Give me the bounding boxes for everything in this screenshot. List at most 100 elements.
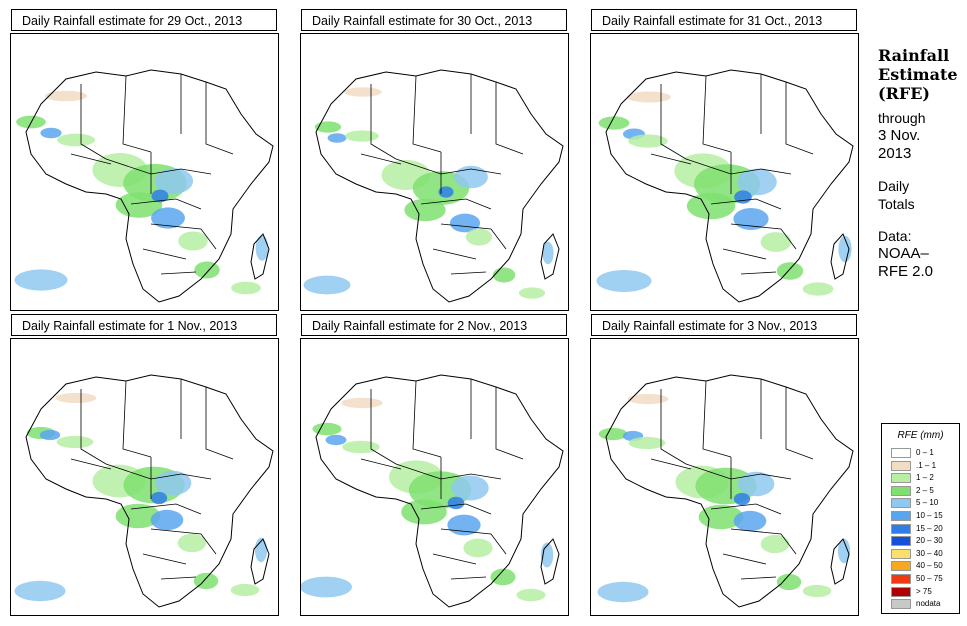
legend-item: 50 – 75 (891, 574, 957, 584)
country-border (160, 576, 197, 580)
country-border (130, 198, 202, 210)
rainfall-area (40, 127, 62, 139)
caption-title-line: (RFE) (878, 84, 930, 103)
rainfall-area (597, 581, 649, 603)
country-border (785, 387, 814, 460)
legend-label: 30 – 40 (916, 548, 943, 558)
legend-swatch (891, 599, 911, 610)
legend-swatch (891, 460, 911, 471)
country-border (650, 458, 692, 470)
legend-swatch (891, 473, 911, 484)
legend-item: 0 – 1 (891, 448, 957, 458)
rainfall-area (301, 576, 352, 598)
country-border (70, 153, 112, 165)
rainfall-area (404, 198, 446, 222)
country-border (495, 387, 524, 460)
country-border (122, 380, 152, 458)
map-panel-31-oct: Daily Rainfall estimate for 31 Oct., 201… (590, 9, 859, 311)
country-border (105, 158, 212, 175)
legend-label: 50 – 75 (916, 574, 943, 583)
caption-date: 3 Nov. (878, 127, 921, 144)
madagascar-outline (540, 538, 560, 585)
country-border (105, 463, 212, 480)
map-panel-1-nov: Daily Rainfall estimate for 1 Nov., 2013 (10, 314, 279, 616)
legend-label: 2 – 5 (916, 485, 934, 495)
rainfall-area (39, 429, 61, 441)
country-border (395, 463, 502, 480)
country-border (160, 271, 197, 275)
country-border (420, 198, 492, 210)
country-border (722, 248, 767, 260)
caption-source: RFE 2.0 (878, 263, 934, 280)
country-border (440, 223, 507, 250)
rainfall-area (312, 422, 342, 436)
legend-item: 10 – 15 (891, 511, 957, 521)
legend-item: .1 – 1 (891, 460, 957, 471)
rainfall-area (151, 189, 169, 203)
rainfall-area (314, 121, 342, 133)
rainfall-area (686, 192, 736, 220)
country-border (432, 553, 477, 565)
rainfall-area (150, 509, 184, 531)
country-border (702, 380, 732, 458)
panel-title: Daily Rainfall estimate for 29 Oct., 201… (11, 9, 277, 31)
africa-map-svg (597, 374, 854, 608)
rainfall-area (454, 165, 488, 189)
legend-swatch (891, 511, 911, 521)
rainfall-area (325, 434, 347, 446)
rainfall-area (401, 499, 447, 525)
rainfall-area (150, 491, 168, 505)
legend-swatch (891, 548, 911, 559)
rainfall-map (590, 33, 859, 311)
legend-swatch (891, 448, 911, 458)
rainfall-area (341, 397, 383, 409)
map-panel-30-oct: Daily Rainfall estimate for 30 Oct., 201… (300, 9, 569, 311)
rainfall-area (447, 496, 465, 510)
rainfall-area (733, 510, 767, 532)
country-border (360, 458, 402, 470)
rainfall-map (590, 338, 859, 616)
legend-label: 5 – 10 (916, 498, 939, 508)
country-border (440, 528, 507, 555)
country-border (685, 158, 792, 175)
panel-title: Daily Rainfall estimate for 2 Nov., 2013 (301, 314, 567, 336)
rainfall-area (802, 282, 834, 296)
country-border (420, 503, 492, 515)
country-border (370, 389, 397, 465)
rainfall-area (14, 269, 68, 291)
caption-title-line: Estimate (878, 65, 958, 84)
legend-item: 15 – 20 (891, 523, 957, 534)
rainfall-map (300, 33, 569, 311)
rainfall-legend: RFE (mm) 0 – 1 .1 – 1 1 – 2 2 – 5 5 – 10 10 –… (881, 423, 960, 614)
rainfall-area (518, 287, 546, 299)
madagascar-outline (250, 538, 270, 585)
rainfall-area (838, 235, 852, 263)
rainfall-area (14, 580, 66, 602)
country-border (360, 153, 402, 165)
rainfall-area (438, 186, 454, 198)
rainfall-area (231, 281, 261, 295)
rainfall-area (598, 116, 630, 130)
rainfall-area (734, 190, 752, 204)
country-border (205, 82, 234, 155)
legend-label: 15 – 20 (916, 523, 943, 533)
country-border (702, 75, 732, 153)
rainfall-area (44, 90, 88, 102)
madagascar-outline (250, 233, 270, 280)
rainfall-area (760, 232, 792, 252)
rainfall-area (490, 568, 516, 586)
caption-source: NOAA– (878, 245, 929, 262)
country-border (122, 75, 152, 153)
map-panel-29-oct: Daily Rainfall estimate for 29 Oct., 201… (10, 9, 279, 311)
panel-title: Daily Rainfall estimate for 31 Oct., 201… (591, 9, 857, 31)
country-border (70, 458, 112, 470)
country-border (450, 271, 487, 275)
rainfall-area (303, 275, 351, 295)
rainfall-area (56, 435, 94, 449)
country-border (150, 223, 217, 250)
country-border (150, 528, 217, 555)
legend-label: .1 – 1 (916, 460, 937, 470)
legend-item: nodata (891, 599, 957, 610)
rainfall-area (802, 584, 832, 598)
rainfall-area (698, 504, 744, 530)
